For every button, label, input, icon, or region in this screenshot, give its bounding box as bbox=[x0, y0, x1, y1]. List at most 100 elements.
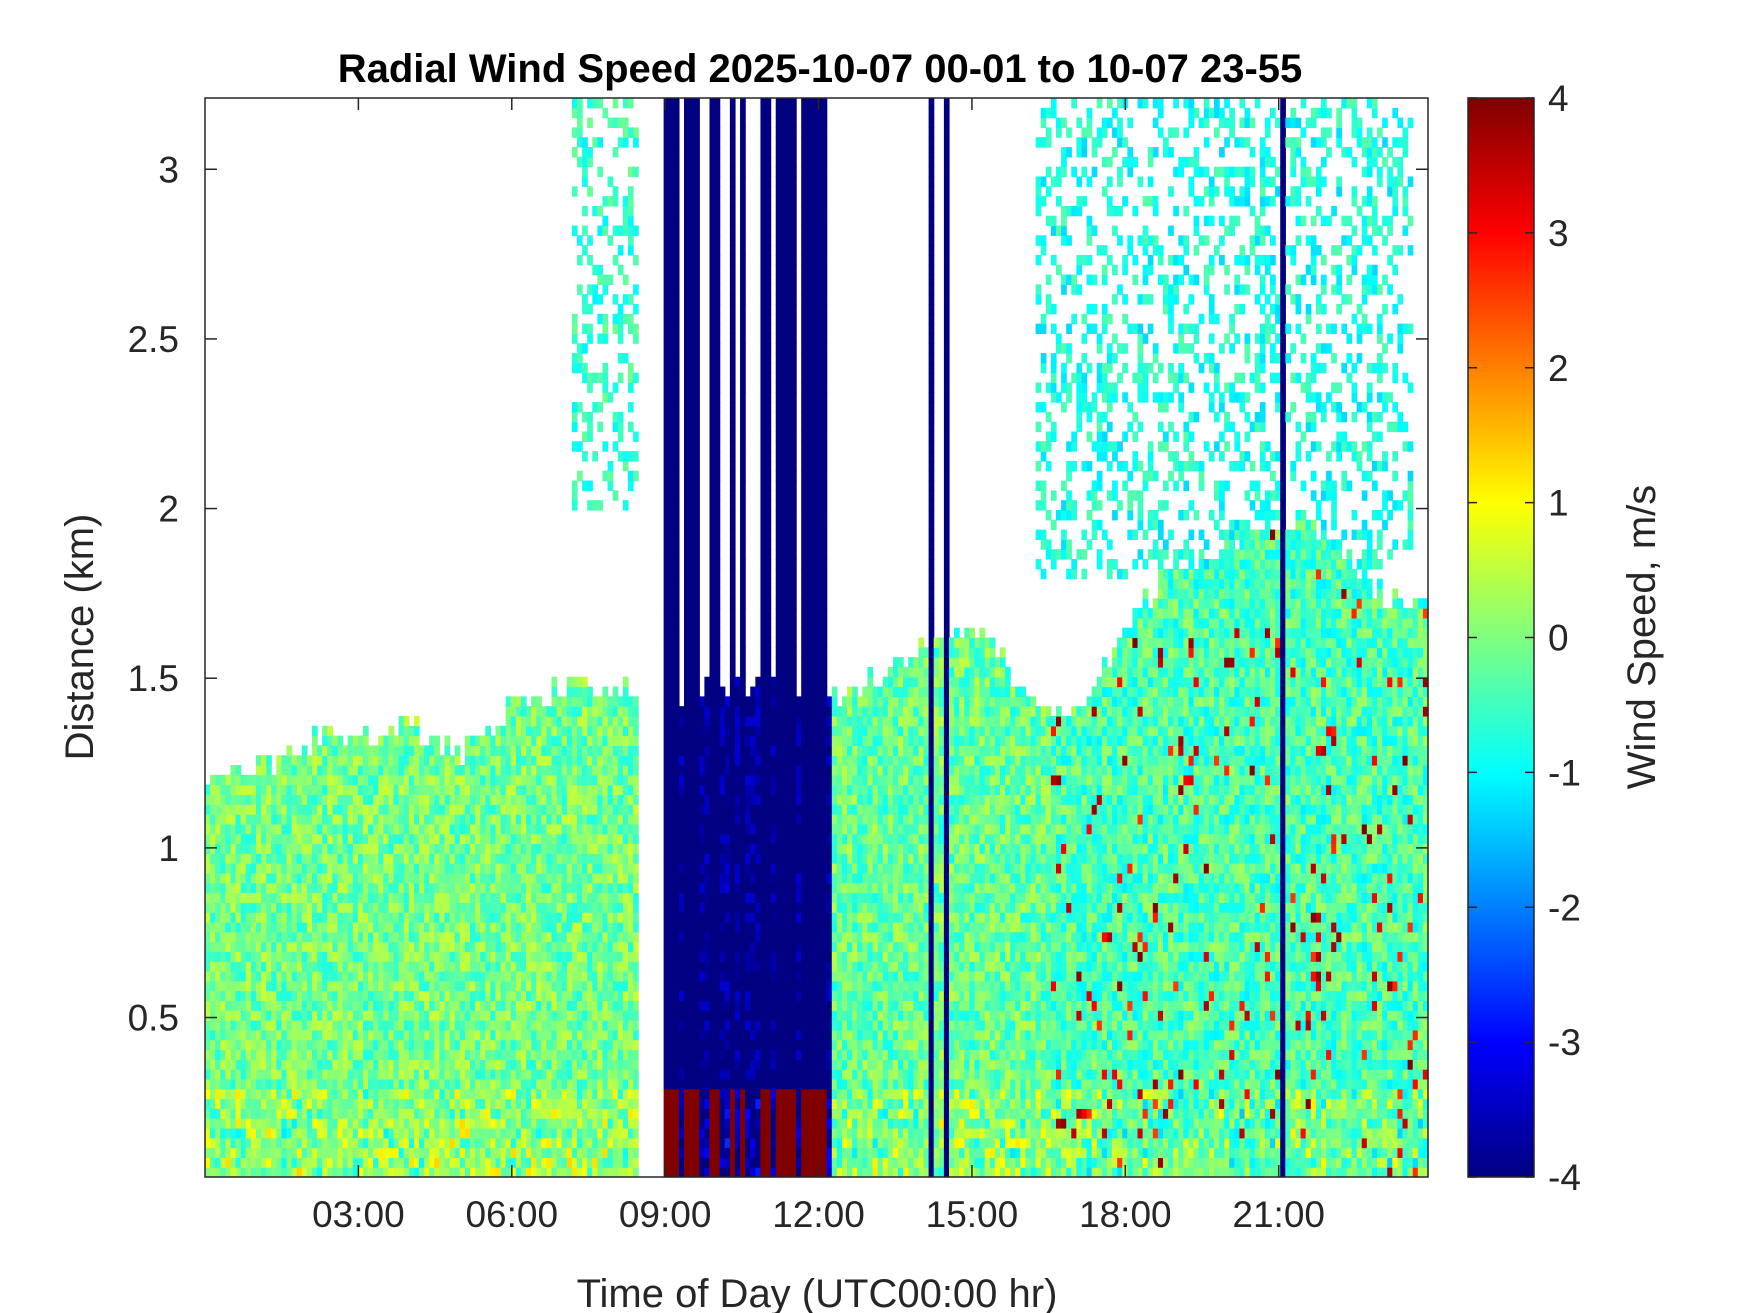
heatmap-cell bbox=[342, 1049, 349, 1060]
heatmap-cell bbox=[485, 1049, 491, 1060]
heatmap-cell bbox=[220, 1069, 226, 1080]
heatmap-cell bbox=[388, 735, 395, 746]
heatmap-cell bbox=[378, 980, 384, 992]
heatmap-cell bbox=[689, 696, 695, 707]
heatmap-cell bbox=[312, 814, 318, 825]
heatmap-cell bbox=[633, 1118, 639, 1129]
heatmap-cell bbox=[699, 853, 705, 864]
heatmap-cell bbox=[419, 1157, 425, 1168]
heatmap-cell bbox=[464, 804, 471, 815]
heatmap-cell bbox=[709, 706, 716, 717]
heatmap-cell bbox=[622, 696, 629, 707]
heatmap-cell bbox=[215, 931, 221, 943]
heatmap-cell bbox=[245, 794, 252, 805]
heatmap-cell bbox=[312, 961, 318, 972]
heatmap-cell bbox=[587, 745, 593, 756]
heatmap-cell bbox=[352, 1000, 359, 1011]
heatmap-cell bbox=[403, 971, 410, 982]
heatmap-cell bbox=[255, 794, 262, 805]
heatmap-cell bbox=[464, 863, 471, 874]
heatmap-cell bbox=[627, 765, 634, 776]
heatmap-cell bbox=[261, 1000, 267, 1011]
heatmap-cell bbox=[408, 902, 415, 913]
heatmap-cell bbox=[261, 1069, 267, 1080]
heatmap-cell bbox=[526, 853, 532, 864]
heatmap-cell bbox=[699, 1167, 705, 1178]
heatmap-cell bbox=[332, 1157, 339, 1168]
heatmap-cell bbox=[531, 1127, 537, 1139]
heatmap-cell bbox=[526, 882, 532, 894]
heatmap-cell bbox=[617, 411, 624, 423]
heatmap-cell bbox=[352, 921, 359, 933]
heatmap-cell bbox=[362, 774, 369, 786]
heatmap-cell bbox=[684, 706, 690, 717]
heatmap-cell bbox=[475, 931, 481, 943]
heatmap-cell bbox=[622, 941, 629, 952]
heatmap-cell bbox=[434, 1039, 441, 1051]
heatmap-cell bbox=[373, 843, 379, 854]
heatmap-cell bbox=[597, 1020, 604, 1031]
heatmap-cell bbox=[220, 843, 226, 854]
heatmap-cell bbox=[500, 814, 507, 825]
heatmap-cell bbox=[480, 941, 486, 952]
heatmap-cell bbox=[668, 1108, 675, 1119]
heatmap-cell bbox=[250, 794, 257, 805]
heatmap-cell bbox=[464, 1000, 471, 1011]
heatmap-cell bbox=[689, 402, 695, 413]
heatmap-cell bbox=[327, 823, 333, 835]
heatmap-cell bbox=[684, 137, 690, 148]
heatmap-cell bbox=[337, 980, 344, 992]
heatmap-cell bbox=[510, 1029, 517, 1041]
heatmap-cell bbox=[541, 980, 548, 992]
heatmap-cell bbox=[602, 833, 609, 845]
heatmap-cell bbox=[541, 902, 548, 913]
heatmap-cell bbox=[663, 1098, 670, 1109]
heatmap-cell bbox=[633, 1029, 639, 1041]
heatmap-cell bbox=[393, 1059, 400, 1070]
heatmap-cell bbox=[454, 765, 461, 776]
heatmap-cell bbox=[561, 1088, 568, 1100]
heatmap-cell bbox=[531, 696, 537, 707]
heatmap-cell bbox=[296, 1029, 303, 1041]
heatmap-cell bbox=[429, 853, 435, 864]
heatmap-cell bbox=[352, 1069, 359, 1080]
heatmap-cell bbox=[413, 1157, 420, 1168]
heatmap-cell bbox=[663, 804, 670, 815]
heatmap-cell bbox=[612, 833, 619, 845]
heatmap-cell bbox=[419, 902, 425, 913]
heatmap-cell bbox=[357, 921, 364, 933]
heatmap-cell bbox=[215, 1069, 221, 1080]
heatmap-cell bbox=[546, 706, 553, 717]
heatmap-cell bbox=[571, 1098, 578, 1109]
heatmap-cell bbox=[663, 853, 670, 864]
heatmap-cell bbox=[612, 784, 619, 796]
heatmap-cell bbox=[592, 794, 598, 805]
heatmap-cell bbox=[362, 872, 369, 884]
heatmap-cell bbox=[526, 1029, 532, 1041]
heatmap-cell bbox=[266, 1020, 272, 1031]
heatmap-cell bbox=[266, 784, 272, 796]
heatmap-cell bbox=[439, 1157, 446, 1168]
heatmap-cell bbox=[296, 931, 303, 943]
heatmap-cell bbox=[617, 323, 624, 335]
heatmap-cell bbox=[220, 1000, 226, 1011]
heatmap-cell bbox=[663, 549, 670, 560]
heatmap-cell bbox=[317, 765, 323, 776]
heatmap-cell bbox=[250, 1147, 257, 1158]
heatmap-cell bbox=[342, 882, 349, 894]
heatmap-cell bbox=[205, 1059, 211, 1070]
heatmap-cell bbox=[459, 1078, 466, 1090]
heatmap-cell bbox=[505, 961, 512, 972]
heatmap-cell bbox=[419, 941, 425, 952]
heatmap-cell bbox=[368, 990, 374, 1002]
heatmap-cell bbox=[709, 1127, 716, 1139]
heatmap-cell bbox=[362, 863, 369, 874]
heatmap-cell bbox=[296, 1167, 303, 1178]
heatmap-cell bbox=[684, 745, 690, 756]
heatmap-cell bbox=[526, 971, 532, 982]
heatmap-cell bbox=[276, 774, 283, 786]
heatmap-cell bbox=[709, 627, 716, 639]
heatmap-cell bbox=[261, 971, 267, 982]
heatmap-cell bbox=[255, 921, 262, 933]
heatmap-cell bbox=[215, 1029, 221, 1041]
